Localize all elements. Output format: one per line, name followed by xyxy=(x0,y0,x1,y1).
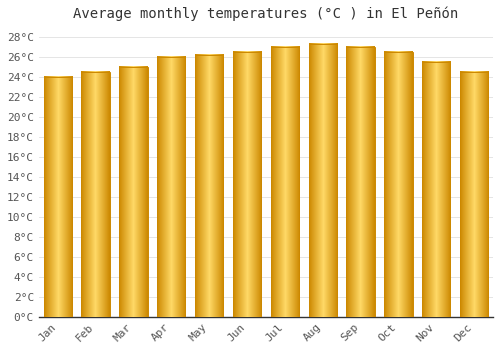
Bar xyxy=(82,72,110,317)
Bar xyxy=(422,62,450,317)
Bar xyxy=(119,67,148,317)
Title: Average monthly temperatures (°C ) in El Peñón: Average monthly temperatures (°C ) in El… xyxy=(74,7,458,21)
Bar xyxy=(308,44,337,317)
Bar xyxy=(270,47,299,317)
Bar xyxy=(195,55,224,317)
Bar xyxy=(157,57,186,317)
Bar xyxy=(233,52,261,317)
Bar xyxy=(44,77,72,317)
Bar xyxy=(346,47,375,317)
Bar xyxy=(384,52,412,317)
Bar xyxy=(460,72,488,317)
